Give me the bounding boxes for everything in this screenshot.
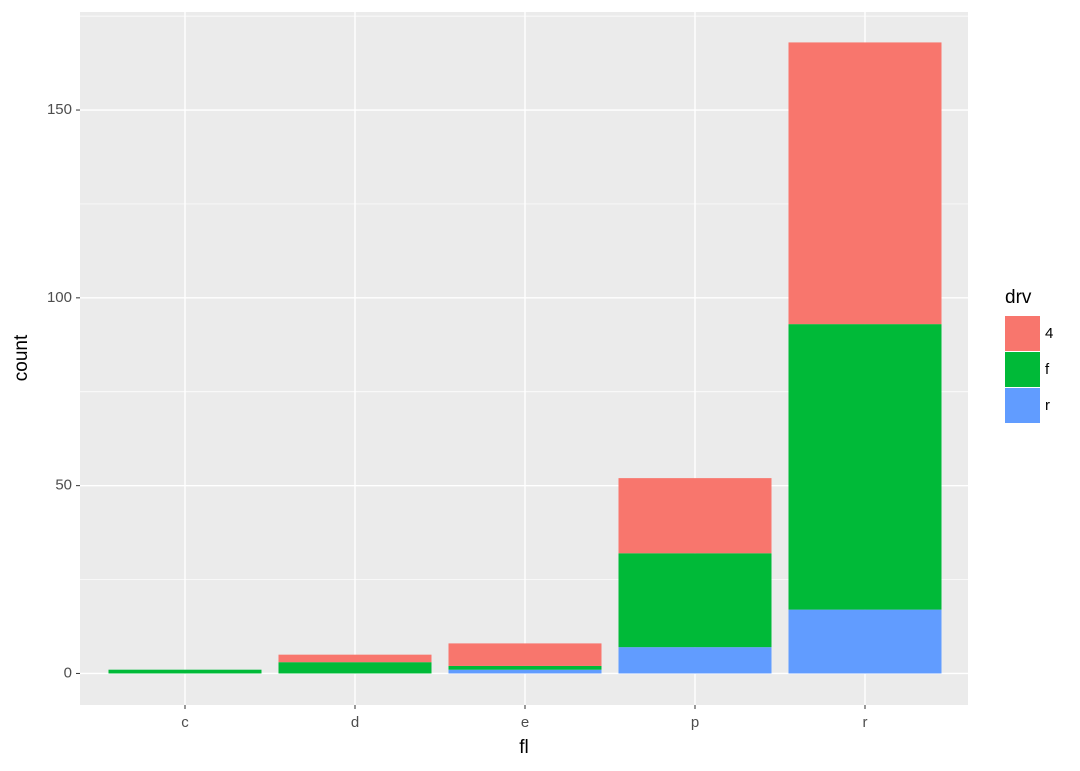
- y-tick-label: 50: [55, 477, 72, 494]
- bar-segment: [448, 643, 602, 666]
- legend-label: r: [1045, 397, 1050, 414]
- bar-segment: [618, 478, 772, 554]
- bar-segment: [448, 665, 602, 670]
- y-axis-title: count: [11, 334, 32, 381]
- y-tick-label: 0: [64, 664, 72, 681]
- x-tick-label: p: [691, 714, 699, 731]
- bar-segment: [618, 647, 772, 674]
- legend-key: [1005, 316, 1040, 351]
- x-tick-label: d: [351, 714, 359, 731]
- legend-key: [1005, 388, 1040, 423]
- legend-label: f: [1045, 361, 1050, 378]
- y-tick-label: 150: [47, 101, 72, 118]
- bar-segment: [788, 609, 942, 674]
- x-tick-label: c: [181, 714, 189, 731]
- legend-title: drv: [1005, 287, 1032, 308]
- bar-segment: [108, 669, 262, 674]
- x-tick-label: r: [863, 714, 868, 731]
- bar-segment: [278, 654, 432, 663]
- legend-label: 4: [1045, 325, 1053, 342]
- y-tick-label: 100: [47, 289, 72, 306]
- bar-segment: [278, 662, 432, 674]
- x-tick-label: e: [521, 714, 529, 731]
- bar-segment: [448, 669, 602, 674]
- bar-segment: [618, 553, 772, 648]
- legend-key: [1005, 352, 1040, 387]
- bar-segment: [788, 42, 942, 325]
- bar-segment: [788, 324, 942, 610]
- x-axis-title: fl: [519, 737, 529, 758]
